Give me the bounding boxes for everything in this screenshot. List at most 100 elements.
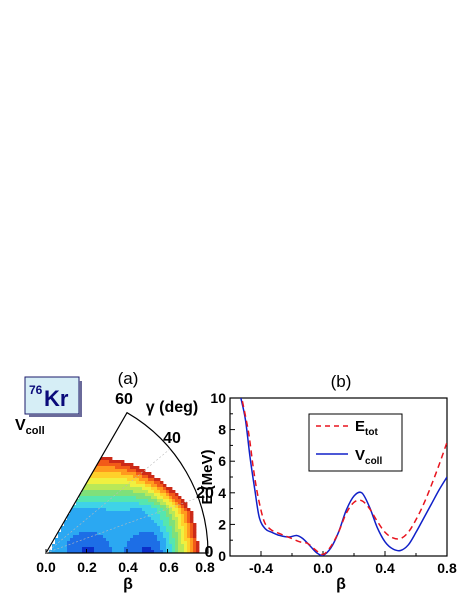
- contour-cell: [91, 493, 95, 497]
- contour-cell: [88, 511, 92, 515]
- contour-cell: [151, 514, 155, 518]
- contour-cell: [178, 541, 182, 545]
- contour-cell: [169, 538, 173, 542]
- contour-cell: [160, 502, 164, 506]
- contour-cell: [163, 547, 167, 551]
- contour-cell: [100, 511, 104, 515]
- contour-cell: [148, 526, 152, 530]
- contour-cell: [178, 508, 182, 512]
- contour-cell: [130, 544, 134, 548]
- contour-cell: [88, 526, 92, 530]
- contour-cell: [166, 493, 170, 497]
- contour-cell: [160, 526, 164, 530]
- contour-cell: [88, 544, 92, 548]
- contour-cell: [115, 469, 119, 473]
- contour-cell: [139, 538, 143, 542]
- contour-cell: [109, 475, 113, 479]
- contour-cell: [112, 532, 116, 536]
- contour-cell: [100, 538, 104, 542]
- contour-cell: [106, 535, 110, 539]
- contour-cell: [85, 496, 89, 500]
- contour-cell: [118, 550, 122, 553]
- contour-cell: [109, 502, 113, 506]
- contour-cell: [127, 544, 131, 548]
- contour-cell: [94, 544, 98, 548]
- contour-cell: [97, 493, 101, 497]
- contour-cell: [106, 541, 110, 545]
- contour-cell: [148, 538, 152, 542]
- contour-cell: [85, 502, 89, 506]
- contour-cell: [94, 505, 98, 509]
- contour-cell: [133, 526, 137, 530]
- contour-cell: [121, 547, 125, 551]
- contour-cell: [136, 544, 140, 548]
- contour-cell: [151, 520, 155, 524]
- contour-cell: [142, 544, 146, 548]
- contour-cell: [190, 520, 194, 524]
- contour-cell: [166, 517, 170, 521]
- contour-cell: [160, 499, 164, 503]
- contour-cell: [88, 517, 92, 521]
- contour-cell: [115, 541, 119, 545]
- contour-cell: [145, 520, 149, 524]
- contour-cell: [82, 544, 86, 548]
- contour-cell: [103, 538, 107, 542]
- contour-cell: [112, 508, 116, 512]
- contour-cell: [184, 502, 188, 506]
- contour-cell: [157, 493, 161, 497]
- contour-cell: [109, 535, 113, 539]
- contour-cell: [91, 532, 95, 536]
- contour-cell: [118, 481, 122, 485]
- contour-cell: [124, 478, 128, 482]
- contour-cell: [94, 475, 98, 479]
- contour-cell: [190, 544, 194, 548]
- contour-cell: [184, 505, 188, 509]
- contour-cell: [103, 460, 107, 464]
- contour-cell: [121, 544, 125, 548]
- contour-cell: [118, 520, 122, 524]
- contour-cell: [100, 487, 104, 491]
- contour-cell: [145, 544, 149, 548]
- contour-cell: [163, 511, 167, 515]
- contour-cell: [145, 502, 149, 506]
- contour-cell: [103, 463, 107, 467]
- contour-cell: [172, 544, 176, 548]
- contour-cell: [139, 484, 143, 488]
- contour-cell: [139, 544, 143, 548]
- contour-cell: [94, 520, 98, 524]
- contour-cell: [61, 547, 65, 551]
- contour-cell: [136, 520, 140, 524]
- contour-cell: [61, 532, 65, 536]
- contour-cell: [76, 532, 80, 536]
- contour-cell: [106, 550, 110, 553]
- contour-cell: [103, 523, 107, 527]
- contour-cell: [91, 541, 95, 545]
- contour-cell: [55, 550, 59, 553]
- contour-cell: [85, 484, 89, 488]
- contour-cell: [97, 466, 101, 470]
- contour-cell: [124, 520, 128, 524]
- contour-cell: [148, 487, 152, 491]
- contour-cell: [133, 472, 137, 476]
- contour-cell: [124, 508, 128, 512]
- contour-cell: [157, 541, 161, 545]
- contour-cell: [103, 529, 107, 533]
- contour-cell: [115, 502, 119, 506]
- contour-cell: [172, 550, 176, 553]
- contour-cell: [58, 547, 62, 551]
- contour-cell: [97, 463, 101, 467]
- contour-cell: [124, 469, 128, 473]
- contour-cell: [121, 538, 125, 542]
- contour-map: [49, 457, 200, 553]
- contour-cell: [136, 523, 140, 527]
- contour-cell: [85, 511, 89, 515]
- contour-cell: [106, 472, 110, 476]
- contour-cell: [79, 517, 83, 521]
- contour-cell: [145, 529, 149, 533]
- contour-cell: [139, 478, 143, 482]
- contour-cell: [169, 487, 173, 491]
- beta-tick-0.4: 0.4: [118, 559, 138, 575]
- contour-cell: [154, 496, 158, 500]
- contour-cell: [145, 496, 149, 500]
